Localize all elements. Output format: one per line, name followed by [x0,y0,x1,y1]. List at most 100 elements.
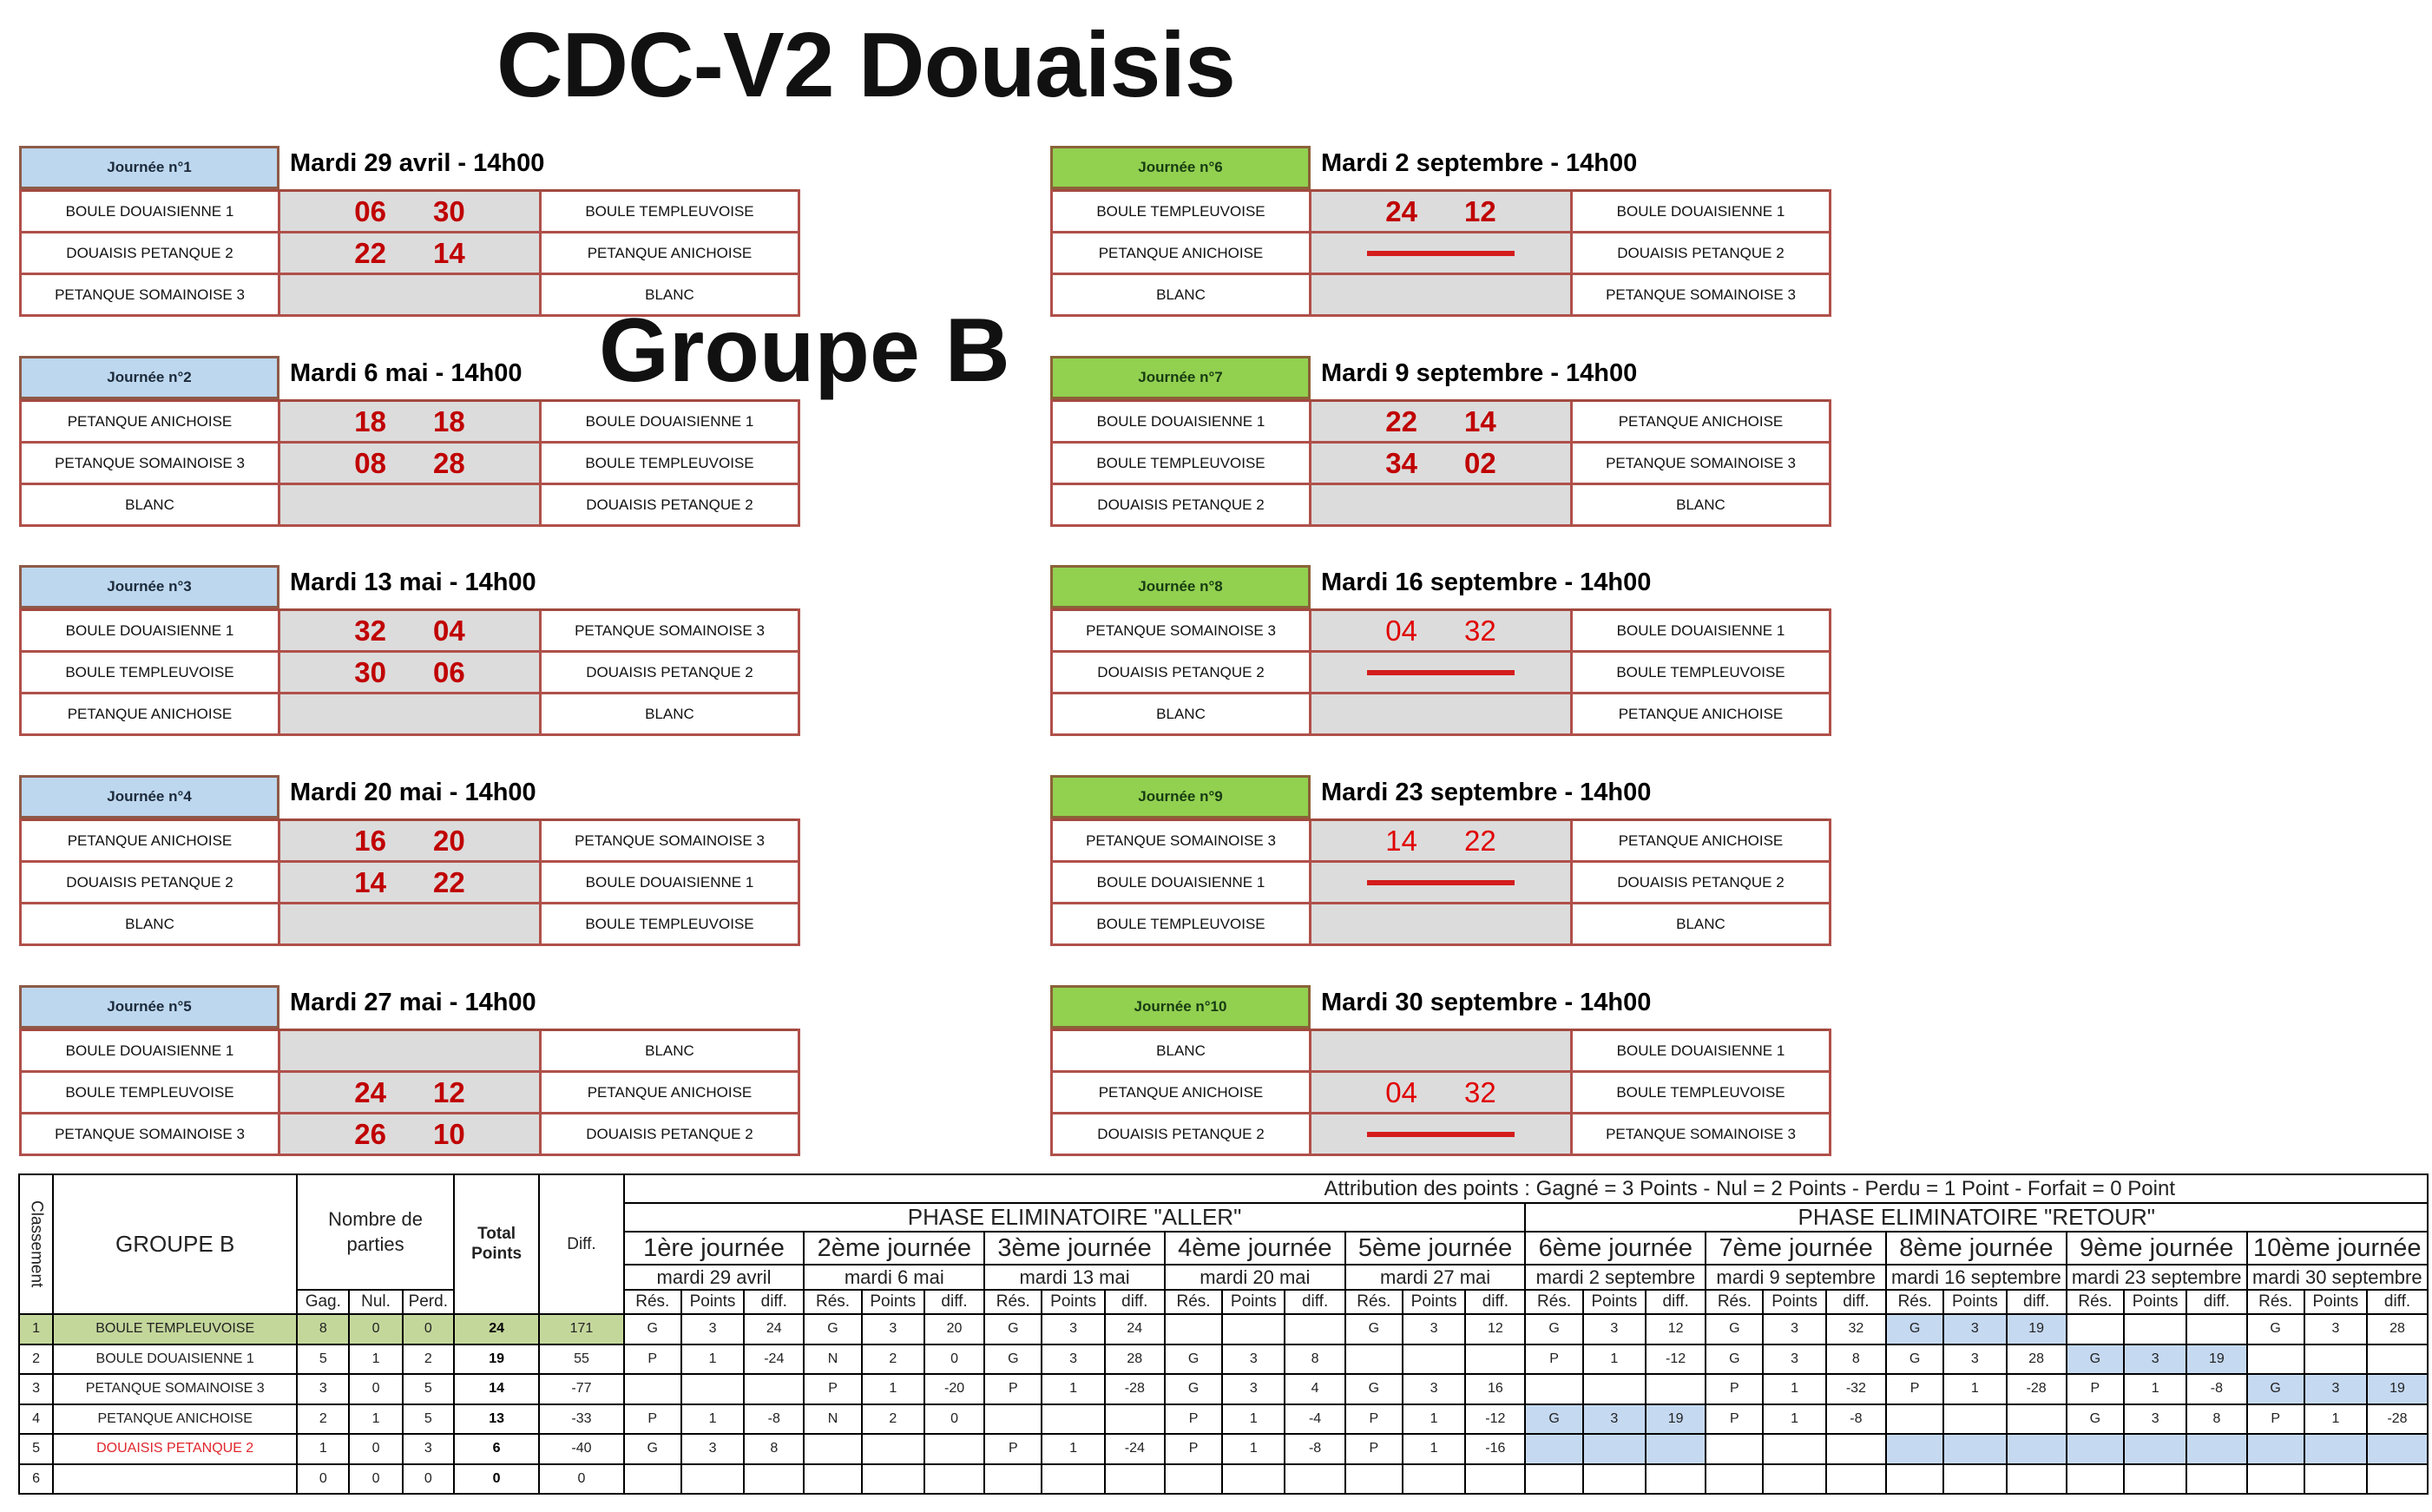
away-team: BLANC [538,694,798,733]
round-result: P [803,1373,863,1405]
round-result [1524,1373,1584,1405]
round-diff [2186,1313,2248,1345]
round-diff: 0 [923,1343,986,1375]
round-points [2123,1463,2188,1495]
match-card-journee-10: Journée n°10 Mardi 30 septembre - 14h00 BL… [1050,985,1831,1156]
journee-label: Journée n°3 [19,565,279,608]
round-result [1884,1463,1945,1495]
away-score: 22 [432,865,465,898]
round-diff [1644,1463,1707,1495]
round-result [1884,1403,1945,1435]
round-points [860,1433,925,1465]
round-diff: -8 [743,1403,805,1435]
round-diff [1284,1463,1346,1495]
round-diff [743,1463,805,1495]
round-points: 3 [2123,1403,2188,1435]
round-diff: 4 [1284,1373,1346,1405]
away-score: 06 [432,655,465,688]
journee-label: Journée n°8 [1050,565,1311,608]
match-row: BLANC PETANQUE SOMAINOISE 3 [1053,273,1829,314]
team-name: DOUAISIS PETANQUE 2 [52,1433,299,1465]
score-cell: 06 30 [280,192,539,231]
rank: 6 [17,1463,55,1495]
round-result [2065,1313,2126,1345]
round-points: 3 [1762,1343,1827,1375]
rank: 4 [17,1403,55,1435]
round-result: G [2065,1343,2126,1375]
round-diff [1284,1313,1346,1345]
round-result [803,1463,863,1495]
match-row: BOULE TEMPLEUVOISE 24 12 BOULE DOUAISIENNE … [1053,189,1829,231]
away-score: 20 [432,824,465,857]
round-points: 1 [1401,1403,1467,1435]
home-score: 18 [354,404,386,437]
round-result: G [1163,1343,1224,1375]
total-points: 6 [452,1433,541,1465]
round-points: 3 [1942,1343,2008,1375]
diff-subheader: diff. [1284,1289,1346,1315]
round-result: P [622,1343,682,1375]
home-score: 22 [354,236,386,269]
round-diff: 19 [2366,1373,2429,1405]
round-diff: -8 [1824,1403,1888,1435]
standings-table: Classement GROUPE B Nombre de parties Total… [17,1173,2429,1495]
round-points: 1 [1581,1343,1647,1375]
home-team: DOUAISIS PETANQUE 2 [22,233,280,273]
home-score: 04 [1385,614,1417,647]
home-score: 04 [1385,1075,1417,1108]
round-result [1705,1463,1765,1495]
score-cell: 16 20 [280,821,539,860]
point-diff: -33 [538,1403,625,1435]
round-diff: -28 [1103,1373,1166,1405]
round-points: 3 [1581,1313,1647,1345]
home-team: BOULE TEMPLEUVOISE [1053,192,1311,231]
round-points: 3 [2303,1313,2369,1345]
home-team: PETANQUE ANICHOISE [22,821,280,860]
match-row: DOUAISIS PETANQUE 2 BOULE TEMPLEUVOISE [1053,650,1829,692]
home-team: BLANC [22,485,280,524]
home-team: BOULE DOUAISIENNE 1 [22,1031,280,1070]
round-diff: 8 [743,1433,805,1465]
total-points: 24 [452,1313,541,1345]
round-diff: -20 [923,1373,986,1405]
nombre-parties-header: Nombre de parties [296,1173,455,1291]
round-header: 5ème journée [1344,1231,1527,1265]
round-date: mardi 2 septembre [1524,1264,1707,1291]
journee-date: Mardi 13 mai - 14h00 [290,569,536,596]
phase-retour: PHASE ELIMINATOIRE "RETOUR" [1524,1202,2429,1233]
round-points [1581,1433,1647,1465]
round-header: 1ère journée [622,1231,805,1265]
match-card-journee-7: Journée n°7 Mardi 9 septembre - 14h00 BOUL… [1050,356,1831,527]
round-header: 2ème journée [803,1231,986,1265]
match-list: PETANQUE ANICHOISE 16 20 PETANQUE SOMAINOIS… [19,818,800,946]
round-diff: -24 [1103,1433,1166,1465]
res-subheader: Rés. [1884,1289,1945,1315]
round-points: 3 [680,1313,746,1345]
round-result: G [1884,1343,1945,1375]
score-cell: 14 22 [1311,821,1570,860]
home-score: 16 [354,824,386,857]
round-points: 3 [1041,1343,1106,1375]
round-diff: -28 [2366,1403,2429,1435]
away-team: BOULE TEMPLEUVOISE [538,904,798,943]
match-row: PETANQUE SOMAINOISE 3 14 22 PETANQUE ANICHO… [1053,818,1829,860]
journee-label: Journée n°10 [1050,985,1311,1029]
round-diff [2366,1463,2429,1495]
match-list: PETANQUE SOMAINOISE 3 14 22 PETANQUE ANICHO… [1050,818,1831,946]
match-row: PETANQUE ANICHOISE 04 32 BOULE TEMPLEUVOISE [1053,1070,1829,1112]
draws: 1 [348,1343,404,1375]
round-result [2065,1463,2126,1495]
away-team: PETANQUE ANICHOISE [538,233,798,273]
round-points: 3 [1762,1313,1827,1345]
match-row: BLANC PETANQUE ANICHOISE [1053,692,1829,733]
journee-label: Journée n°4 [19,775,279,818]
home-score: 34 [1385,446,1417,479]
wins: 2 [296,1403,351,1435]
round-points: 1 [680,1343,746,1375]
home-score: 14 [1385,824,1417,857]
points-subheader: Points [1221,1289,1286,1315]
round-diff: 19 [2005,1313,2067,1345]
round-date: mardi 9 septembre [1705,1264,1887,1291]
round-points: 1 [680,1403,746,1435]
score-cell: 30 06 [280,653,539,692]
